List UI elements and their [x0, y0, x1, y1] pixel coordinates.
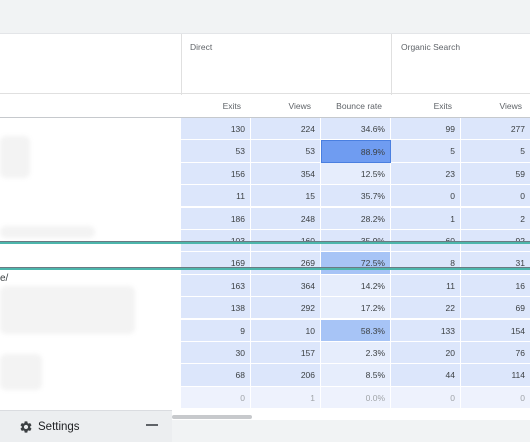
redacted-text [0, 226, 95, 238]
page-path-column [0, 118, 181, 408]
direct-views-cell: 364 [251, 274, 321, 298]
direct-exits-cell: 130 [181, 118, 251, 141]
direct-exits-cell: 186 [181, 207, 251, 230]
direct-exits-cell: 0 [181, 386, 251, 410]
organic-views-cell: 114 [461, 364, 530, 387]
direct-exits-cell: 163 [181, 274, 251, 298]
organic-exits-cell: 23 [391, 162, 461, 186]
organic-exits-cell: 44 [391, 364, 461, 387]
direct-bounce-rate-cell: 12.5% [321, 162, 391, 186]
table-row[interactable]: 0 1 0.0% 0 0 [181, 386, 530, 410]
minimize-icon[interactable] [146, 424, 158, 426]
horizontal-scrollbar-thumb[interactable] [172, 415, 252, 419]
group-separator [391, 34, 392, 119]
direct-bounce-rate-cell: 58.3% [321, 319, 391, 342]
column-header-organic-views[interactable]: Views [499, 101, 522, 111]
direct-bounce-rate-cell: 14.2% [321, 274, 391, 298]
direct-bounce-rate-cell: 2.3% [321, 342, 391, 365]
column-header-direct-views[interactable]: Views [288, 101, 311, 111]
bottom-bar [172, 420, 530, 442]
organic-views-cell: 277 [461, 118, 530, 141]
direct-exits-cell: 11 [181, 185, 251, 208]
direct-views-cell: 157 [251, 342, 321, 365]
direct-views-cell: 292 [251, 297, 321, 320]
direct-exits-cell: 68 [181, 364, 251, 387]
direct-bounce-rate-cell: 8.5% [321, 364, 391, 387]
direct-exits-cell: 138 [181, 297, 251, 320]
column-header-direct-bounce-rate[interactable]: Bounce rate [336, 101, 382, 111]
direct-views-cell: 53 [251, 140, 321, 163]
organic-exits-cell: 133 [391, 319, 461, 342]
organic-exits-cell: 5 [391, 140, 461, 163]
organic-views-cell: 59 [461, 162, 530, 186]
direct-exits-cell: 156 [181, 162, 251, 186]
direct-bounce-rate-cell: 35.7% [321, 185, 391, 208]
column-header-row [0, 95, 530, 118]
direct-bounce-rate-cell: 28.2% [321, 207, 391, 230]
organic-views-cell: 76 [461, 342, 530, 365]
organic-exits-cell: 0 [391, 386, 461, 410]
redacted-text [0, 286, 135, 334]
organic-views-cell: 69 [461, 297, 530, 320]
table-row[interactable]: 169 269 72.5% 8 31 [181, 252, 530, 275]
direct-bounce-rate-cell: 17.2% [321, 297, 391, 320]
direct-views-cell: 15 [251, 185, 321, 208]
group-label-direct: Direct [190, 42, 213, 52]
organic-views-cell: 154 [461, 319, 530, 342]
settings-label: Settings [38, 421, 80, 433]
organic-views-cell: 5 [461, 140, 530, 163]
organic-exits-cell: 99 [391, 118, 461, 141]
column-header-organic-exits[interactable]: Exits [433, 101, 452, 111]
table-row[interactable]: 156 354 12.5% 23 59 [181, 162, 530, 186]
direct-views-cell: 206 [251, 364, 321, 387]
group-header-row [0, 34, 530, 94]
settings-panel[interactable]: Settings [0, 410, 172, 442]
direct-bounce-rate-cell: 88.9% [321, 140, 391, 163]
direct-views-cell: 224 [251, 118, 321, 141]
direct-exits-cell: 9 [181, 319, 251, 342]
direct-views-cell: 1 [251, 386, 321, 410]
selected-row-bottom-border [0, 266, 530, 270]
organic-exits-cell: 8 [391, 252, 461, 275]
organic-views-cell: 16 [461, 274, 530, 298]
organic-exits-cell: 11 [391, 274, 461, 298]
table-row[interactable]: 138 292 17.2% 22 69 [181, 297, 530, 320]
direct-exits-cell: 169 [181, 252, 251, 275]
organic-views-cell: 0 [461, 185, 530, 208]
organic-exits-cell: 1 [391, 207, 461, 230]
selected-row-top-border [0, 240, 530, 244]
direct-bounce-rate-cell: 72.5% [321, 252, 391, 275]
table-row[interactable]: 68 206 8.5% 44 114 [181, 364, 530, 387]
group-separator [181, 34, 182, 119]
column-header-direct-exits[interactable]: Exits [222, 101, 241, 111]
organic-views-cell: 31 [461, 252, 530, 275]
organic-exits-cell: 22 [391, 297, 461, 320]
redacted-text [0, 136, 30, 178]
table-row[interactable]: 163 364 14.2% 11 16 [181, 274, 530, 298]
redacted-text [0, 354, 42, 390]
direct-bounce-rate-cell: 0.0% [321, 386, 391, 410]
table-row[interactable]: 30 157 2.3% 20 76 [181, 342, 530, 365]
direct-exits-cell: 53 [181, 140, 251, 163]
organic-views-cell: 0 [461, 386, 530, 410]
direct-views-cell: 354 [251, 162, 321, 186]
page-path-fragment: e/ [0, 273, 9, 284]
group-label-organic-search: Organic Search [401, 42, 461, 52]
table-row[interactable]: 11 15 35.7% 0 0 [181, 185, 530, 208]
gear-icon [20, 421, 32, 433]
table-row[interactable]: 53 53 88.9% 5 5 [181, 140, 530, 163]
organic-exits-cell: 20 [391, 342, 461, 365]
direct-bounce-rate-cell: 34.6% [321, 118, 391, 141]
direct-exits-cell: 30 [181, 342, 251, 365]
organic-views-cell: 2 [461, 207, 530, 230]
direct-views-cell: 269 [251, 252, 321, 275]
direct-views-cell: 248 [251, 207, 321, 230]
top-bar [0, 0, 530, 34]
direct-views-cell: 10 [251, 319, 321, 342]
table-row[interactable]: 130 224 34.6% 99 277 [181, 118, 530, 141]
organic-exits-cell: 0 [391, 185, 461, 208]
table-row[interactable]: 9 10 58.3% 133 154 [181, 319, 530, 342]
table-row[interactable]: 186 248 28.2% 1 2 [181, 207, 530, 230]
